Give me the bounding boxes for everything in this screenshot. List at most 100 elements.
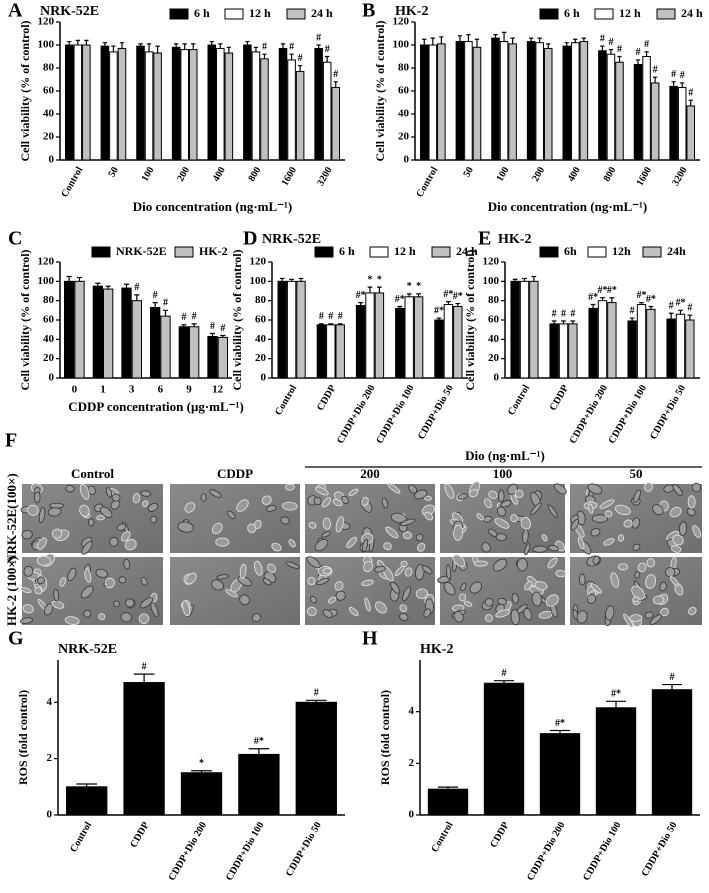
significance-mark: # [630,305,635,316]
cell [390,512,407,524]
error-bar [510,37,515,44]
cell [399,612,409,622]
y-tick-label: 0 [49,154,55,166]
error-bar [218,43,223,49]
y-tick-label: 100 [483,275,500,287]
bar [131,300,142,379]
bar [295,701,337,816]
significance-mark: # [687,302,692,313]
significance-mark: # [316,32,321,43]
error-bar [439,36,444,44]
cell [686,507,696,516]
bar [499,41,509,161]
cell [523,608,533,621]
significance-mark: # [325,44,330,55]
legend-label: 24 h [456,244,478,258]
bar [404,296,414,379]
error-bar [551,320,557,324]
bar [136,45,145,161]
cell [184,502,196,513]
bar [322,61,332,161]
x-tick-label: 1600 [280,165,300,188]
x-tick-label: 1 [100,384,106,396]
cell [322,517,331,530]
cell [548,544,559,552]
error-bar [493,680,515,684]
cell [687,495,696,509]
bar [74,280,85,379]
x-axis-label: Dio concentration (ng·mL⁻¹) [488,199,648,214]
y-tick-label: 60 [488,314,500,326]
cell [469,581,482,594]
bar [646,308,656,379]
significance-mark: # [653,64,658,75]
bar [150,306,161,379]
cell [140,576,148,586]
bar [535,42,544,161]
error-bar [668,312,674,320]
cell [495,609,511,618]
cell [79,504,90,517]
error-bar [337,323,343,325]
panel-letter: D [243,228,257,250]
error-bar [446,301,451,305]
legend-swatch [539,8,559,20]
cell [524,543,531,555]
significance-mark: #* [676,298,686,309]
group-label: Dio (ng·mL⁻¹) [465,448,545,463]
error-bar [134,294,140,301]
cell [335,516,344,533]
error-bar [573,38,578,43]
y-tick-label: 40 [398,108,410,120]
bar [627,320,637,379]
cell [469,489,479,498]
bar [171,46,181,161]
cell [335,590,346,601]
x-tick-label: Control [414,165,440,199]
x-tick-label: Control [68,820,94,854]
bar [243,44,252,161]
cell [361,497,369,506]
bar [636,304,647,379]
bar [395,307,405,379]
legend-label: 6h [564,244,577,258]
x-tick-label: 400 [566,165,583,183]
error-bar [133,673,155,683]
cell [631,585,645,600]
legend-label: 24 h [311,6,333,20]
cell [321,531,331,538]
x-tick-label: CDDP+Dio 200 [568,383,611,446]
cell [541,534,548,542]
column-label: 200 [360,466,380,481]
legend-label: HK-2 [199,244,228,258]
significance-mark: #* [395,294,405,305]
cell [570,518,580,531]
error-bar [648,305,654,310]
legend-label: 12 h [394,244,416,258]
cell [314,538,329,552]
error-bar [76,276,83,282]
cell [547,504,558,519]
error-bar [687,314,693,320]
legend-label: 12 h [619,6,641,20]
cell [96,515,105,521]
cell [327,596,337,604]
error-bar [105,285,111,290]
cell [111,493,121,502]
error-bar [280,43,286,49]
panel-letter: F [5,430,17,452]
cell [81,541,93,555]
row-label: HK-2 (100×) [4,556,19,626]
significance-mark: #* [356,290,366,301]
cell [483,498,493,508]
cell [387,483,401,494]
legend-label: 24 h [681,6,703,20]
error-bar [561,320,566,324]
cell [402,531,412,540]
cell [113,600,120,608]
significance-mark: # [636,47,641,58]
bar [434,319,444,379]
error-bar [220,334,226,338]
x-axis-label: CDDP concentration (μg·mL⁻¹) [68,399,244,414]
